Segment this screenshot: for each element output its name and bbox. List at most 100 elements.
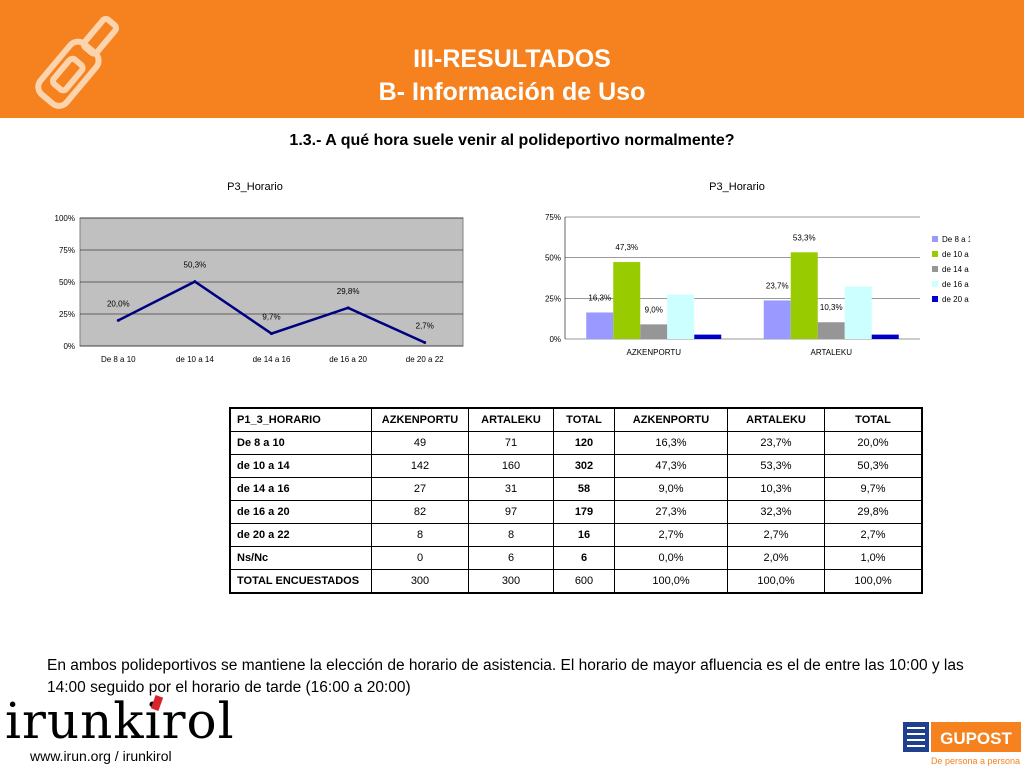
- data-label: 53,3%: [793, 233, 816, 242]
- data-point: [423, 341, 427, 345]
- gupost-logo: GUPOST De persona a persona: [903, 722, 1021, 766]
- table-cell: 6: [553, 546, 615, 570]
- bar-chart-title: P3_Horario: [709, 181, 765, 193]
- table-cell: 16,3%: [614, 431, 728, 455]
- data-label: 10,3%: [820, 303, 843, 312]
- table-cell: 100,0%: [824, 569, 923, 594]
- table-cell: 179: [553, 500, 615, 524]
- y-tick-label: 100%: [55, 214, 75, 223]
- x-tick-label: de 10 a 14: [176, 355, 214, 364]
- table-cell: 27,3%: [614, 500, 728, 524]
- table-cell: 50,3%: [824, 454, 923, 478]
- table-cell: 9,0%: [614, 477, 728, 501]
- table-header-cell: ARTALEKU: [468, 407, 554, 432]
- table-cell: 47,3%: [614, 454, 728, 478]
- y-tick-label: 50%: [59, 278, 75, 287]
- table-cell: 49: [371, 431, 469, 455]
- table-cell: TOTAL ENCUESTADOS: [229, 569, 372, 594]
- x-tick-label: de 16 a 20: [329, 355, 367, 364]
- results-table: P1_3_HORARIO AZKENPORTU ARTALEKU TOTAL A…: [229, 407, 923, 594]
- table-cell: Ns/Nc: [229, 546, 372, 570]
- data-point: [193, 280, 197, 284]
- table-cell: 2,0%: [727, 546, 825, 570]
- legend-swatch: [932, 236, 938, 242]
- y-tick-label: 50%: [545, 254, 561, 263]
- bar: [790, 252, 818, 339]
- table-cell: 8: [371, 523, 469, 547]
- table-total-row: TOTAL ENCUESTADOS 300 300 600 100,0% 100…: [229, 569, 923, 594]
- data-label: 50,3%: [184, 261, 207, 270]
- bar: [817, 322, 845, 339]
- y-tick-label: 25%: [59, 310, 75, 319]
- table-cell: 300: [371, 569, 469, 594]
- question-heading: 1.3.- A qué hora suele venir al polidepo…: [289, 132, 735, 149]
- table-cell: 10,3%: [727, 477, 825, 501]
- table-header-cell: TOTAL: [553, 407, 615, 432]
- table-row: De 8 a 10 49 71 120 16,3% 23,7% 20,0%: [229, 431, 923, 455]
- table-cell: 53,3%: [727, 454, 825, 478]
- table-cell: 20,0%: [824, 431, 923, 455]
- bar: [667, 294, 695, 339]
- data-label: 16,3%: [588, 293, 611, 302]
- gupost-emblem: [903, 722, 929, 752]
- table-header-cell: P1_3_HORARIO: [229, 407, 372, 432]
- table-row: de 20 a 22 8 8 16 2,7% 2,7% 2,7%: [229, 523, 923, 547]
- table-cell: de 16 a 20: [229, 500, 372, 524]
- website-url: www.irun.org / irunkirol: [30, 748, 172, 764]
- table-cell: 100,0%: [614, 569, 728, 594]
- y-tick-label: 0%: [549, 335, 561, 344]
- table-cell: 58: [553, 477, 615, 501]
- summary-text: En ambos polideportivos se mantiene la e…: [47, 657, 964, 696]
- data-label: 2,7%: [416, 322, 434, 331]
- data-point: [270, 332, 273, 336]
- table-cell: De 8 a 10: [229, 431, 372, 455]
- y-tick-label: 75%: [59, 246, 75, 255]
- data-label: 9,0%: [645, 305, 663, 314]
- table-cell: 2,7%: [614, 523, 728, 547]
- header-bar: III-RESULTADOS B- Información de Uso: [0, 0, 1024, 118]
- table-cell: 32,3%: [727, 500, 825, 524]
- data-label: 47,3%: [615, 243, 638, 252]
- table-cell: 2,7%: [727, 523, 825, 547]
- table-cell: 27: [371, 477, 469, 501]
- data-point: [346, 306, 350, 310]
- line-chart-title: P3_Horario: [227, 181, 283, 193]
- table-cell: 71: [468, 431, 554, 455]
- bar: [763, 300, 791, 339]
- legend-label: De 8 a 10: [942, 235, 970, 244]
- legend-label: de 14 a 16: [942, 265, 970, 274]
- table-cell: de 14 a 16: [229, 477, 372, 501]
- table-header-row: P1_3_HORARIO AZKENPORTU ARTALEKU TOTAL A…: [229, 407, 923, 432]
- table-cell: 302: [553, 454, 615, 478]
- legend-swatch: [932, 266, 938, 272]
- data-label: 9,7%: [262, 313, 280, 322]
- line-chart: P3_Horario 0% 25% 50% 75% 100% 20,0% De 8 a 10…: [55, 181, 464, 364]
- table-cell: 120: [553, 431, 615, 455]
- table-cell: 0: [371, 546, 469, 570]
- irunkirol-logo: irunkirol: [5, 692, 235, 750]
- bar-chart: P3_Horario 0% 25% 50% 75% AZKENPORTU 16,3% 47,…: [545, 181, 970, 357]
- legend-label: de 16 a 20: [942, 280, 970, 289]
- x-tick-label: ARTALEKU: [811, 348, 853, 357]
- y-tick-label: 0%: [63, 342, 75, 351]
- brand-accent: [150, 695, 164, 711]
- table-cell: 142: [371, 454, 469, 478]
- data-label: 29,8%: [337, 287, 360, 296]
- table-header-cell: AZKENPORTU: [614, 407, 728, 432]
- brand-wordmark: irunkirol: [5, 692, 235, 750]
- legend-swatch: [932, 281, 938, 287]
- page-subtitle: B- Información de Uso: [378, 78, 646, 106]
- page-title: III-RESULTADOS: [413, 45, 611, 73]
- gupost-banner: [931, 722, 1021, 752]
- x-tick-label: AZKENPORTU: [626, 348, 681, 357]
- table-row: Ns/Nc 0 6 6 0,0% 2,0% 1,0%: [229, 546, 923, 570]
- x-tick-label: De 8 a 10: [101, 355, 136, 364]
- table-cell: 29,8%: [824, 500, 923, 524]
- bar: [586, 312, 614, 339]
- data-point: [116, 318, 120, 322]
- table-row: de 16 a 20 82 97 179 27,3% 32,3% 29,8%: [229, 500, 923, 524]
- table-cell: 82: [371, 500, 469, 524]
- bar: [640, 324, 668, 339]
- table-row: de 14 a 16 27 31 58 9,0% 10,3% 9,7%: [229, 477, 923, 501]
- gupost-name: GUPOST: [940, 729, 1012, 748]
